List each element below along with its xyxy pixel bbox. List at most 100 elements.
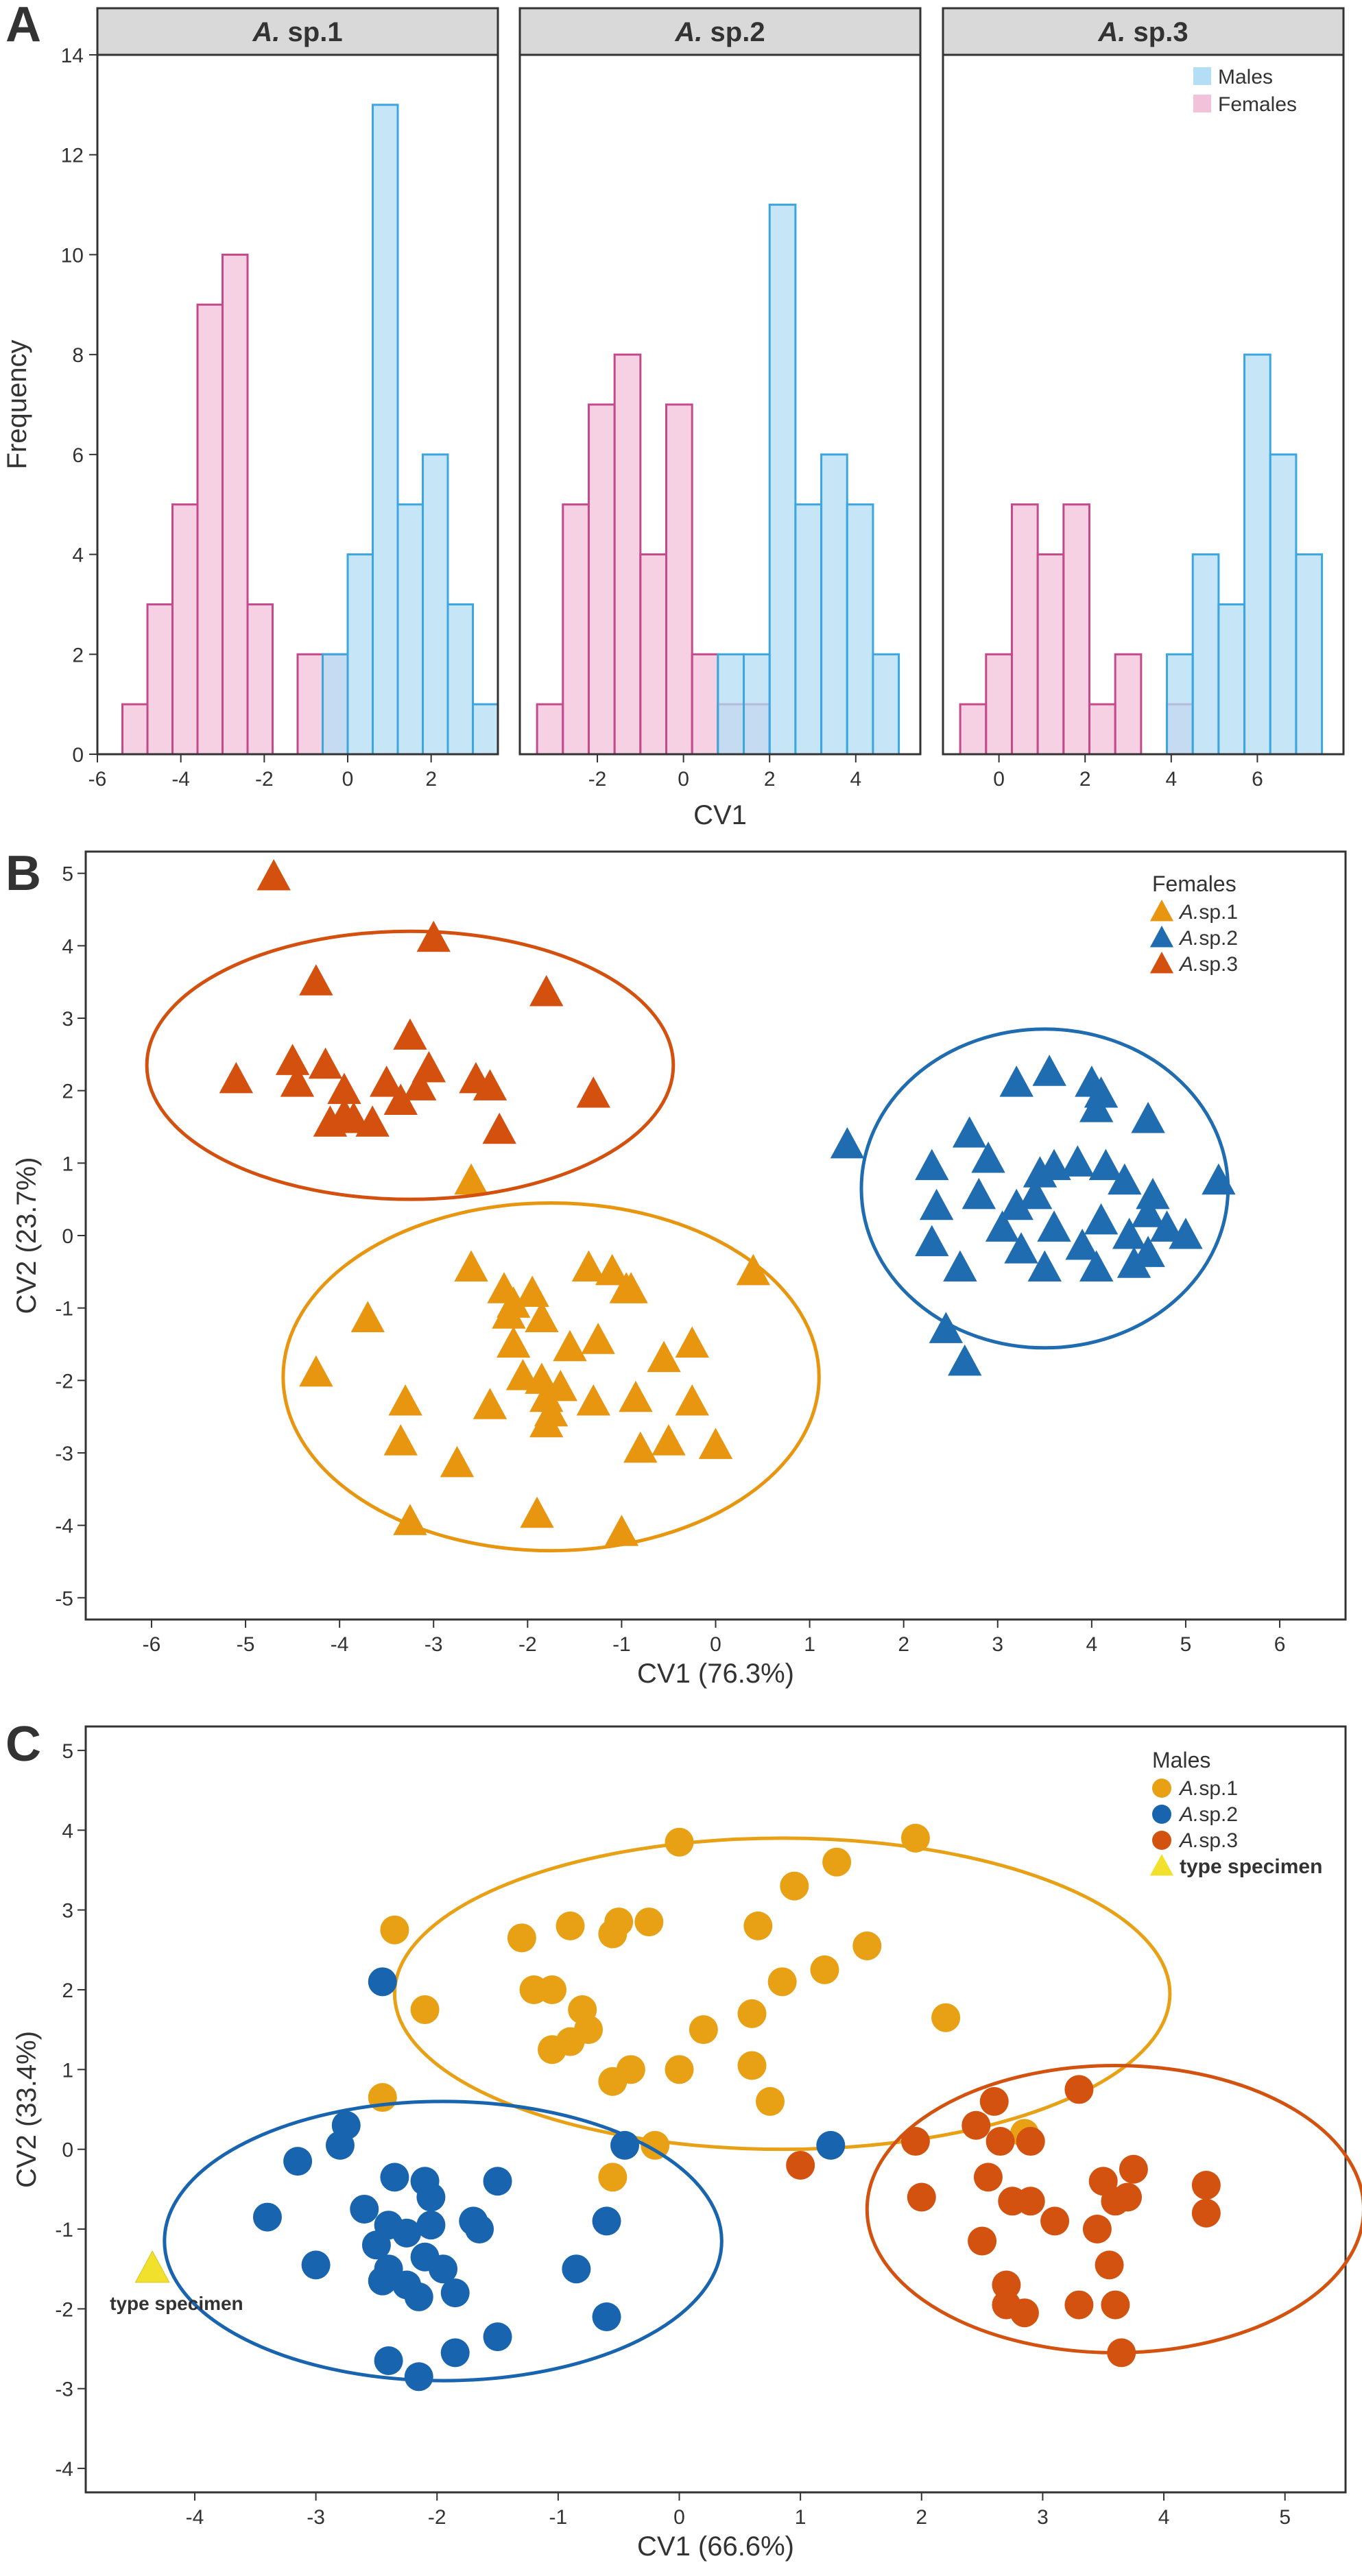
point-triangle xyxy=(388,1384,422,1416)
annotation-label: type specimen xyxy=(110,2293,243,2314)
y-tick-label: -2 xyxy=(55,1370,73,1393)
point-triangle xyxy=(647,1340,681,1373)
point-circle xyxy=(507,1923,536,1953)
y-tick-label: 3 xyxy=(62,1008,73,1031)
point-circle xyxy=(822,1847,852,1877)
bar-females xyxy=(1036,553,1065,756)
bar-males xyxy=(1166,653,1194,756)
point-triangle xyxy=(529,975,564,1007)
bar-females xyxy=(562,503,590,756)
point-triangle xyxy=(1084,1203,1119,1235)
point-circle xyxy=(1064,2290,1094,2320)
point-triangle xyxy=(830,1127,865,1159)
y-tick-label: 4 xyxy=(62,1820,73,1842)
point-circle xyxy=(755,2086,785,2116)
y-tick-label: 0 xyxy=(72,744,84,767)
point-triangle xyxy=(473,1388,507,1419)
point-triangle xyxy=(520,1496,554,1528)
point-circle xyxy=(665,2055,694,2084)
legend-title: Males xyxy=(1152,1748,1210,1772)
point-circle xyxy=(404,2282,433,2311)
legend-label: A.sp.1 xyxy=(1178,901,1238,924)
bar-males xyxy=(872,653,900,756)
y-tick-label: 1 xyxy=(62,1153,73,1175)
point-circle xyxy=(737,1999,767,2028)
point-triangle xyxy=(327,1072,361,1105)
point-circle xyxy=(689,2015,718,2045)
facet-title: A. sp.3 xyxy=(1097,17,1188,47)
point-triangle xyxy=(999,1188,1034,1220)
point-triangle xyxy=(1169,1218,1203,1249)
legend-label: A.sp.3 xyxy=(1178,1829,1238,1852)
x-tick-label: 0 xyxy=(993,768,1005,791)
point-circle xyxy=(380,2163,409,2192)
point-circle xyxy=(1016,2187,1045,2216)
legend-label: A.sp.1 xyxy=(1178,1777,1238,1800)
point-circle xyxy=(483,2322,512,2352)
point-triangle xyxy=(971,1142,1005,1173)
point-circle xyxy=(562,2254,591,2284)
point-triangle xyxy=(1065,1228,1099,1260)
point-circle xyxy=(440,2338,470,2368)
x-tick-label: -4 xyxy=(331,1633,349,1656)
point-triangle xyxy=(543,1369,578,1401)
y-axis-title: CV2 (33.4%) xyxy=(12,2031,42,2188)
point-circle xyxy=(283,2147,313,2176)
point-triangle xyxy=(1131,1196,1165,1227)
point-triangle xyxy=(952,1116,987,1148)
x-tick-label: -5 xyxy=(237,1633,255,1656)
point-circle xyxy=(301,2250,331,2280)
bar-males xyxy=(372,104,399,756)
point-triangle xyxy=(402,1069,437,1100)
point-triangle xyxy=(454,1250,488,1282)
point-triangle xyxy=(497,1326,531,1358)
x-tick-label: 0 xyxy=(673,2506,685,2529)
point-circle xyxy=(252,2202,282,2232)
legend-label: Males xyxy=(1218,66,1273,88)
point-triangle xyxy=(915,1225,949,1257)
x-tick-label: -3 xyxy=(307,2506,325,2529)
point-triangle xyxy=(929,1312,964,1343)
y-tick-label: 2 xyxy=(72,644,84,666)
x-tick-label: -4 xyxy=(186,2506,204,2529)
y-tick-label: -3 xyxy=(55,1443,73,1465)
point-triangle xyxy=(350,1301,385,1333)
bar-females xyxy=(296,653,324,756)
x-tick-label: -2 xyxy=(518,1633,537,1656)
bar-males xyxy=(322,653,349,756)
x-tick-label: 0 xyxy=(678,768,689,791)
point-circle xyxy=(380,1915,409,1945)
y-tick-label: 1 xyxy=(62,2059,73,2082)
legend-swatch xyxy=(1149,900,1174,922)
point-circle xyxy=(538,2035,567,2065)
bar-females xyxy=(1114,653,1143,756)
point-circle xyxy=(780,1871,809,1901)
x-tick-label: -2 xyxy=(428,2506,446,2529)
legend-swatch xyxy=(1149,1854,1174,1876)
point-triangle xyxy=(313,1105,348,1137)
point-triangle xyxy=(280,1066,315,1097)
facet-strip xyxy=(518,7,922,56)
bar-females xyxy=(959,703,988,756)
point-triangle xyxy=(736,1253,771,1286)
confidence-ellipse xyxy=(392,1836,1172,2152)
bar-males xyxy=(768,204,797,756)
point-circle xyxy=(900,1823,930,1853)
x-tick-label: 4 xyxy=(1165,768,1177,791)
point-triangle xyxy=(1027,1250,1062,1282)
x-tick-label: 0 xyxy=(710,1633,721,1656)
bar-males xyxy=(346,553,374,756)
bar-females xyxy=(196,303,224,756)
legend-swatch xyxy=(1152,1805,1171,1824)
x-tick-label: 1 xyxy=(804,1633,815,1656)
point-circle xyxy=(1082,2215,1112,2244)
legend: Females A.sp.1 A.sp.2 A.sp.3 xyxy=(1149,871,1238,976)
legend-swatch xyxy=(1152,1779,1171,1798)
x-tick-label: -4 xyxy=(171,768,190,791)
point-triangle xyxy=(308,1047,343,1079)
point-triangle xyxy=(416,920,451,952)
point-circle xyxy=(979,2086,1009,2116)
point-triangle xyxy=(1060,1145,1095,1177)
point-circle xyxy=(598,2163,628,2192)
y-tick-label: 12 xyxy=(61,145,84,167)
